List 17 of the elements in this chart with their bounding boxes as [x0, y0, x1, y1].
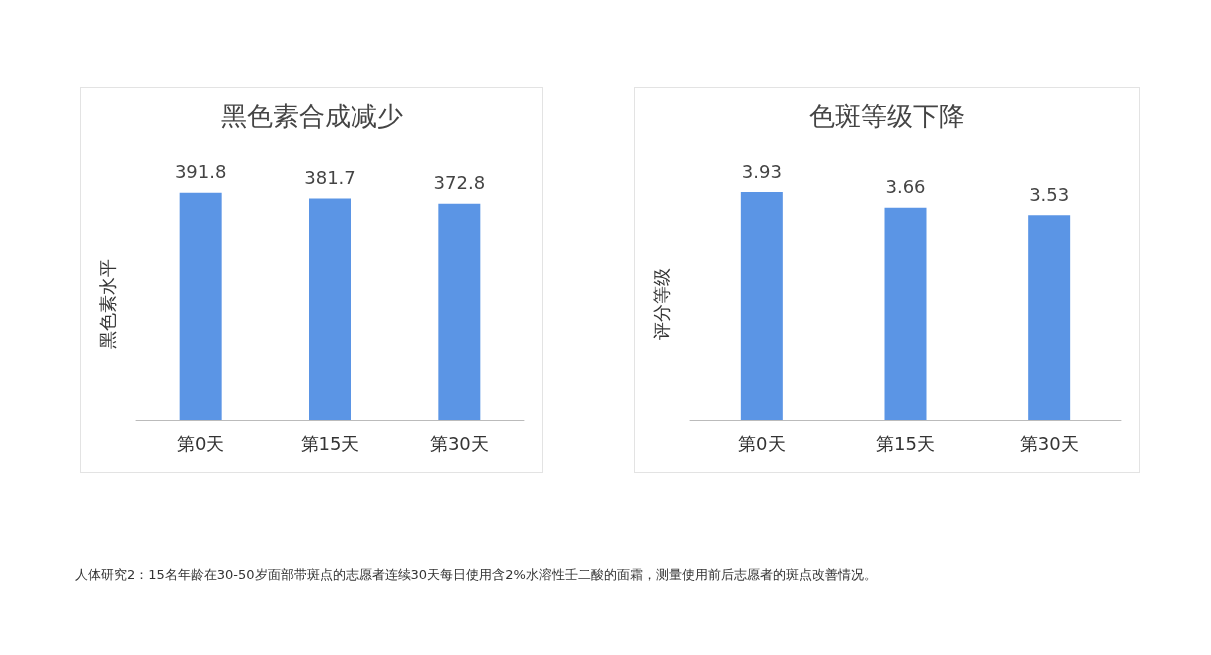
y-axis-title: 黑色素水平	[96, 259, 118, 349]
data-label: 3.93	[741, 160, 782, 182]
x-tick-label: 第15天	[300, 432, 360, 454]
x-tick-label: 第30天	[429, 432, 489, 454]
y-axis-title: 评分等级	[650, 268, 672, 340]
data-label: 3.66	[885, 176, 926, 198]
text: 人体研究2：15名年龄在30-50岁面部带斑点的志愿者连续30天每日使用含2%水溶性壬二酸的面霜，测量使用前后志愿者的斑点改善情况。	[75, 566, 877, 584]
chart-title: 色斑等级下降	[809, 101, 965, 131]
data-label: 391.8	[174, 161, 227, 183]
data-label: 381.7	[304, 167, 356, 189]
x-tick-label: 第0天	[176, 432, 225, 454]
data-label: 372.8	[433, 172, 486, 194]
x-tick-label: 第30天	[1019, 432, 1079, 454]
x-tick-label: 第15天	[876, 432, 935, 454]
data-label: 3.53	[1029, 183, 1070, 205]
x-tick-label: 第0天	[738, 432, 786, 454]
chart-title: 黑色素合成减少	[220, 101, 403, 131]
